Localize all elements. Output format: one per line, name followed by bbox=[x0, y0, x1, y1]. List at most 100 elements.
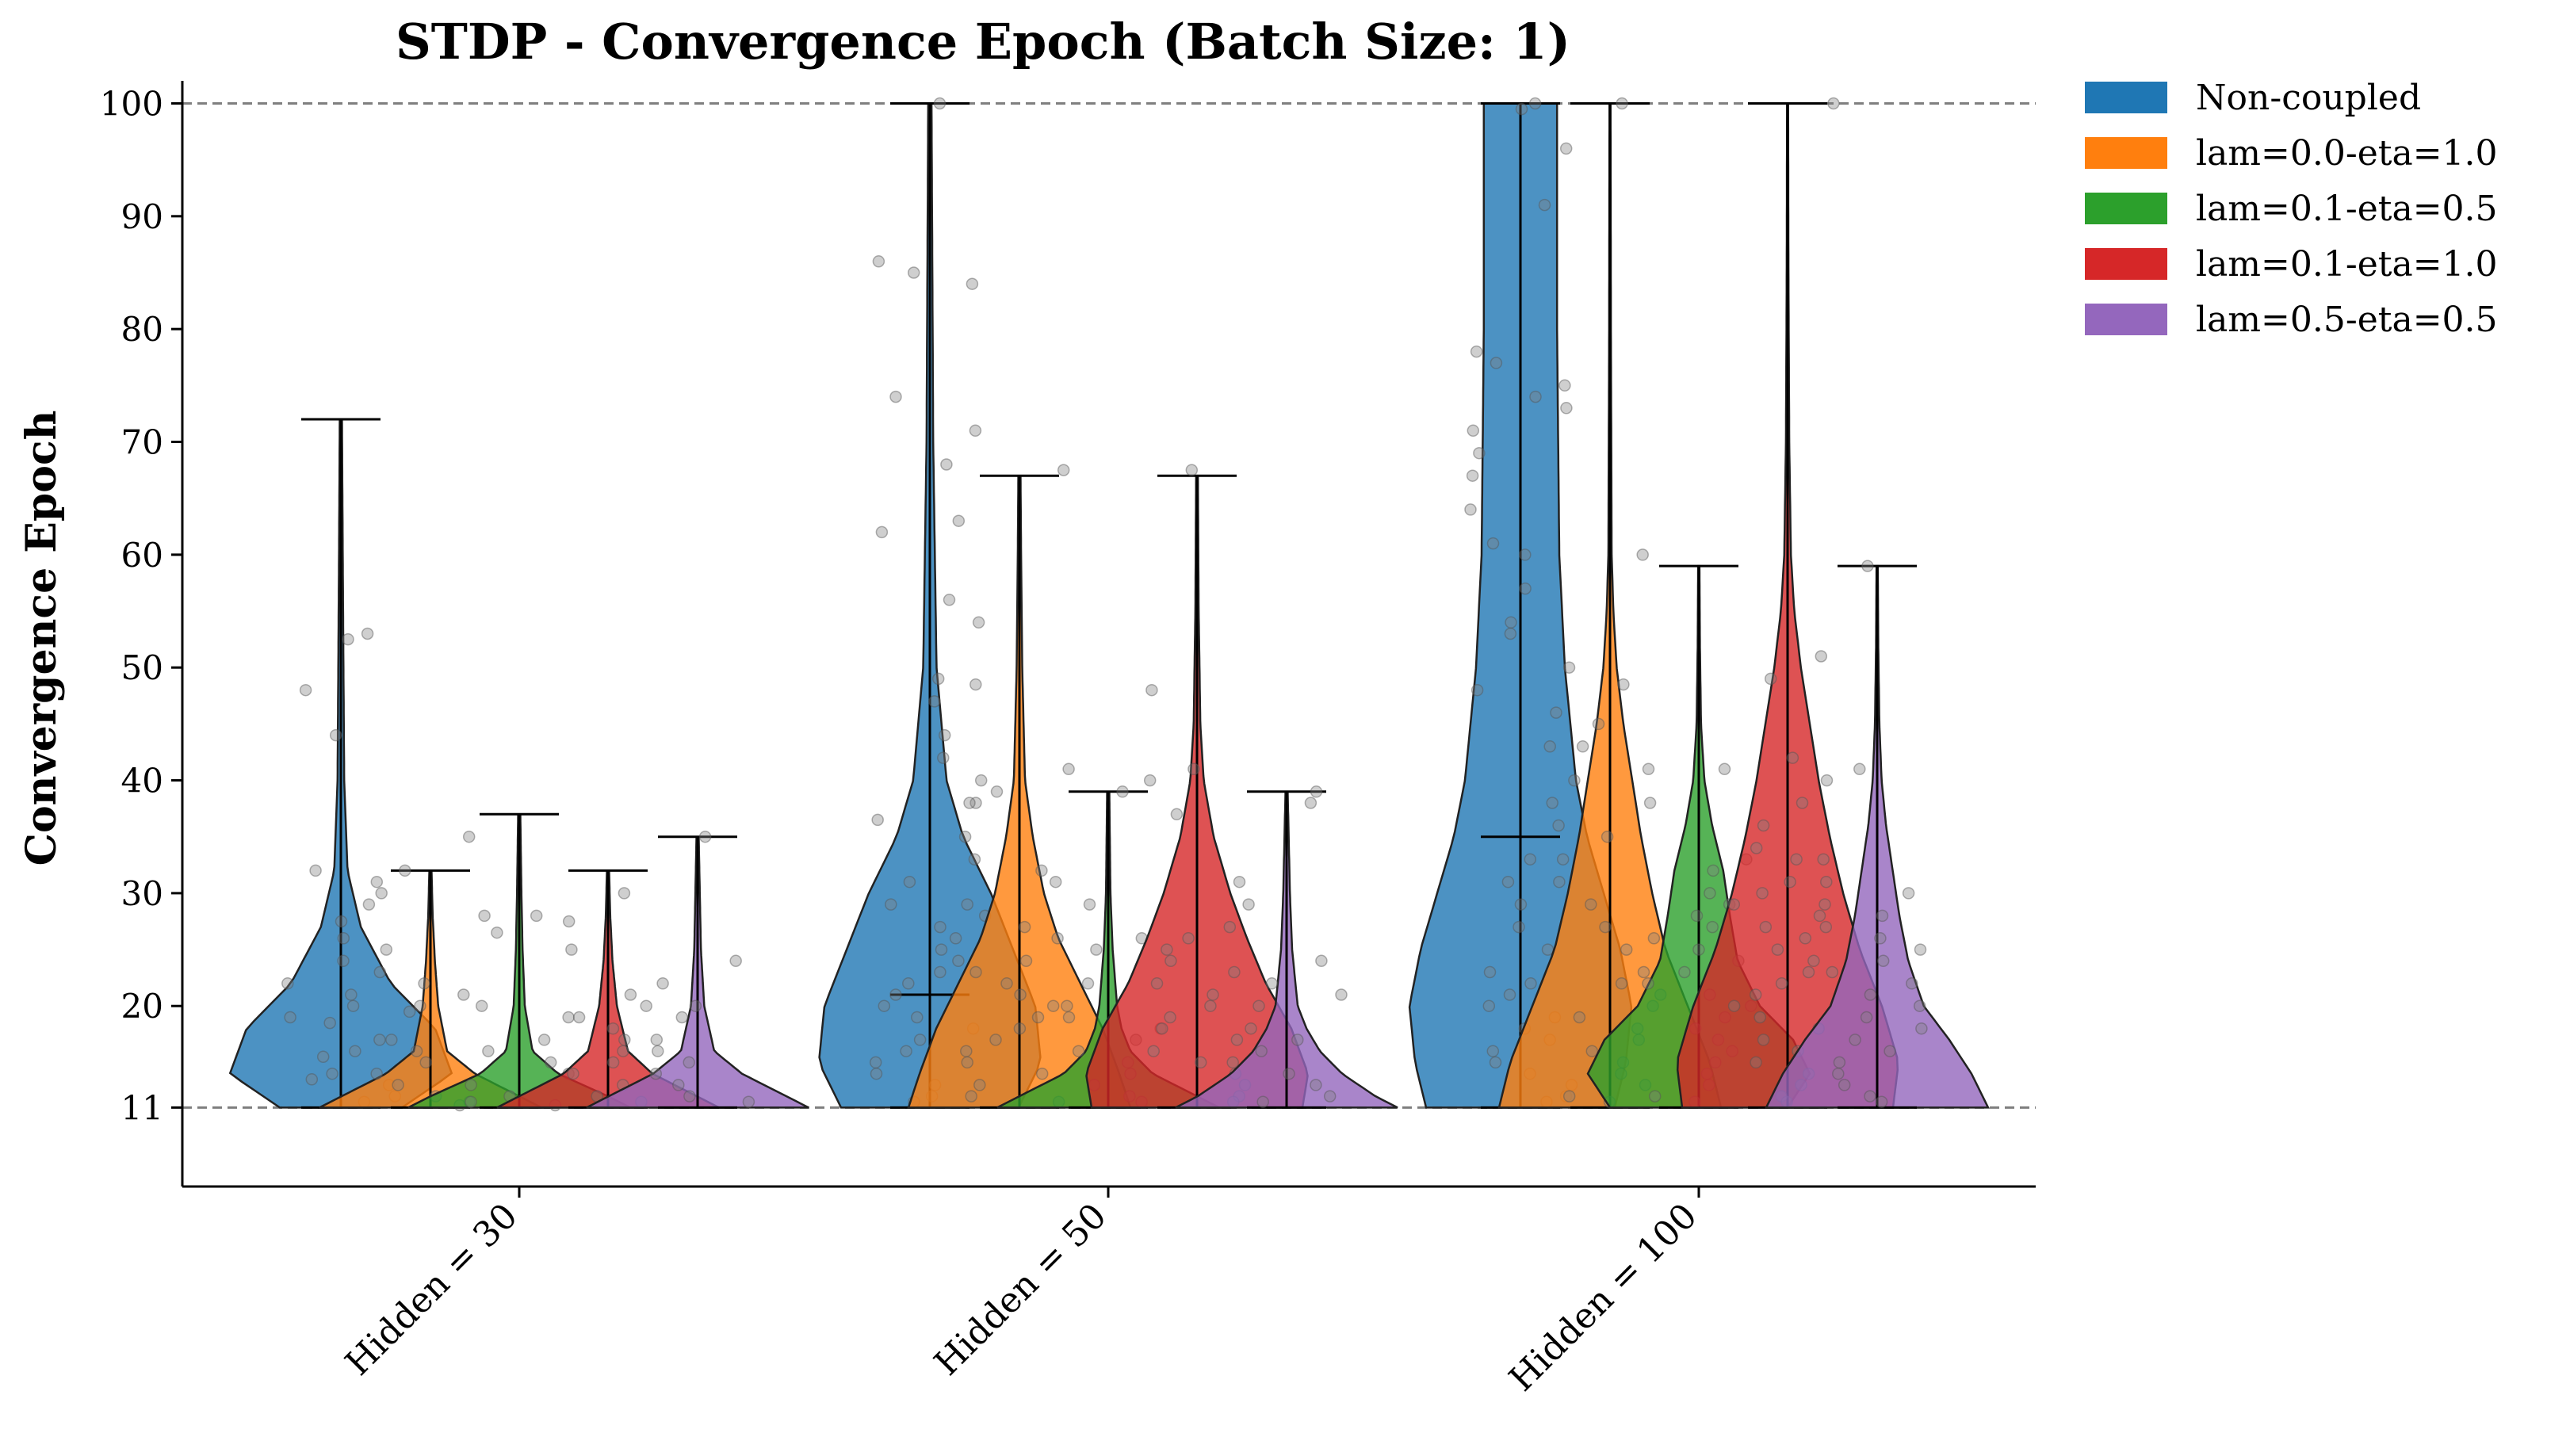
data-point bbox=[375, 887, 388, 900]
data-point bbox=[380, 943, 393, 956]
data-point bbox=[973, 1079, 986, 1091]
data-point bbox=[869, 1056, 882, 1069]
data-point bbox=[1503, 988, 1516, 1001]
data-point bbox=[683, 1090, 696, 1103]
data-point bbox=[1796, 797, 1809, 809]
data-point bbox=[1538, 198, 1551, 212]
data-point bbox=[1775, 977, 1788, 990]
data-point bbox=[1464, 503, 1477, 516]
data-point bbox=[1678, 965, 1691, 979]
data-point bbox=[1207, 988, 1219, 1001]
data-point bbox=[913, 1034, 927, 1046]
data-point bbox=[1636, 548, 1649, 561]
data-point bbox=[491, 926, 503, 939]
legend-swatch-3 bbox=[2085, 248, 2167, 280]
data-point bbox=[1116, 785, 1129, 798]
x-tick-label: Hidden = 100 bbox=[1501, 1196, 1705, 1400]
data-point bbox=[961, 1056, 973, 1069]
data-point bbox=[989, 1034, 1002, 1046]
legend-swatch-1 bbox=[2085, 137, 2167, 169]
data-point bbox=[649, 1067, 663, 1080]
data-point bbox=[1827, 97, 1840, 110]
x-tick-label: Hidden = 50 bbox=[927, 1196, 1115, 1384]
plot-area: 11 20 30 40 50 60 70 80 90 100 Hidden = 30 Hidden =… bbox=[100, 81, 2036, 1399]
data-point bbox=[1255, 1045, 1268, 1057]
data-point bbox=[943, 594, 956, 606]
data-point bbox=[335, 915, 348, 928]
data-point bbox=[475, 999, 488, 1012]
data-point bbox=[1046, 999, 1060, 1012]
data-point bbox=[419, 1056, 432, 1069]
data-point bbox=[1473, 446, 1486, 460]
data-point bbox=[1853, 762, 1866, 776]
data-point bbox=[1000, 977, 1013, 990]
data-point bbox=[968, 853, 981, 866]
data-point bbox=[1226, 1056, 1239, 1069]
data-point bbox=[373, 965, 387, 979]
data-point bbox=[606, 1056, 620, 1069]
data-point bbox=[1802, 965, 1815, 979]
data-point bbox=[889, 390, 902, 403]
data-point bbox=[885, 898, 897, 911]
data-point bbox=[1482, 999, 1496, 1012]
data-point bbox=[952, 514, 966, 527]
data-point bbox=[1035, 864, 1048, 877]
data-point bbox=[1490, 357, 1503, 369]
data-point bbox=[1061, 999, 1073, 1012]
data-point bbox=[1913, 999, 1926, 1012]
data-point bbox=[650, 1034, 664, 1046]
data-point bbox=[689, 999, 702, 1012]
data-point bbox=[1864, 988, 1877, 1001]
data-point bbox=[1514, 898, 1528, 911]
data-point bbox=[1558, 379, 1571, 392]
data-point bbox=[1315, 954, 1328, 968]
data-point bbox=[1486, 1045, 1500, 1057]
data-point bbox=[1876, 909, 1889, 923]
data-point bbox=[1245, 1022, 1257, 1035]
data-point bbox=[1826, 965, 1839, 979]
data-point bbox=[1727, 898, 1741, 911]
data-point bbox=[652, 1045, 664, 1057]
data-point bbox=[1637, 965, 1650, 979]
data-point bbox=[698, 830, 712, 843]
data-point bbox=[618, 887, 631, 900]
data-point bbox=[1874, 932, 1887, 945]
data-point bbox=[1707, 864, 1719, 877]
data-point bbox=[1771, 943, 1784, 956]
data-point bbox=[373, 1034, 386, 1046]
legend-swatch-4 bbox=[2085, 304, 2167, 335]
data-point bbox=[567, 1067, 579, 1080]
data-point bbox=[969, 965, 982, 979]
data-point bbox=[1256, 1095, 1269, 1108]
data-point bbox=[1615, 977, 1628, 990]
data-point bbox=[1915, 1022, 1928, 1035]
data-point bbox=[1230, 1034, 1244, 1046]
data-point bbox=[1513, 920, 1525, 934]
data-point bbox=[1014, 988, 1027, 1001]
data-point bbox=[938, 728, 951, 742]
y-tick-label: 60 bbox=[121, 536, 163, 575]
data-point bbox=[656, 977, 669, 990]
data-point bbox=[963, 797, 976, 809]
data-point bbox=[1051, 932, 1064, 945]
data-point bbox=[1648, 1090, 1662, 1103]
data-point bbox=[990, 785, 1004, 798]
legend-label-2: lam=0.1-eta=0.5 bbox=[2196, 189, 2498, 229]
data-point bbox=[1519, 582, 1532, 595]
data-point bbox=[1750, 1056, 1762, 1069]
data-point bbox=[1838, 1079, 1851, 1091]
data-point bbox=[1790, 853, 1803, 866]
data-point bbox=[1753, 1011, 1766, 1024]
data-point bbox=[1187, 762, 1200, 776]
data-point bbox=[299, 683, 312, 697]
data-point bbox=[1265, 977, 1279, 990]
data-point bbox=[875, 525, 889, 539]
data-point bbox=[940, 458, 953, 471]
data-point bbox=[1228, 965, 1241, 979]
data-point bbox=[1562, 661, 1576, 674]
data-point bbox=[403, 1005, 416, 1018]
data-point bbox=[928, 695, 941, 708]
data-point bbox=[1819, 920, 1833, 934]
data-point bbox=[362, 898, 376, 911]
data-point bbox=[969, 797, 982, 809]
